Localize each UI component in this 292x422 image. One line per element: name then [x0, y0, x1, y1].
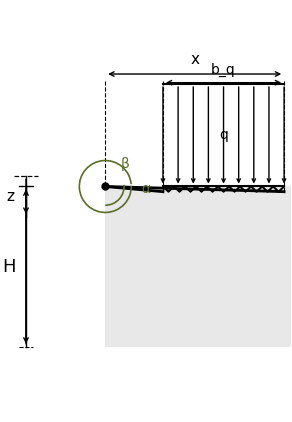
Text: x: x: [190, 52, 199, 67]
Text: z: z: [6, 189, 14, 204]
Text: b_q: b_q: [211, 63, 236, 77]
Text: β: β: [121, 157, 130, 171]
Text: α: α: [141, 182, 150, 196]
Text: q: q: [219, 128, 228, 142]
Bar: [105, 187, 291, 346]
Text: H: H: [2, 257, 15, 276]
